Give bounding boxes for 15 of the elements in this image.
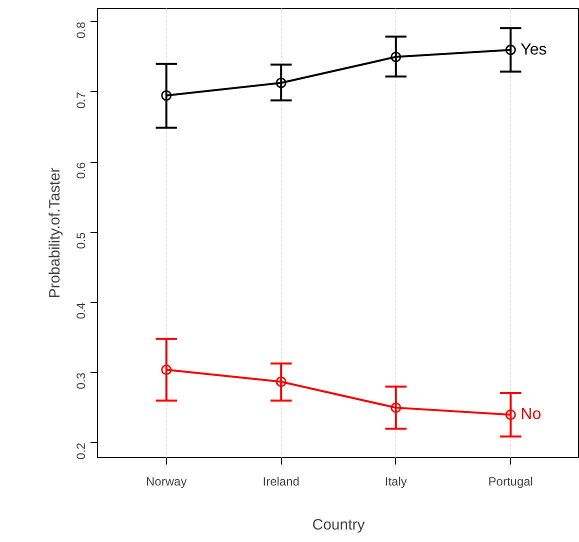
series-label: No [520, 406, 542, 424]
y-tick-label: 0.2 [74, 442, 88, 460]
y-tick-label: 0.6 [74, 162, 88, 179]
x-tick-label: Norway [146, 474, 187, 488]
x-tick-label: Italy [384, 474, 407, 488]
y-axis-title: Probability.of.Taster [46, 168, 64, 298]
y-tick-label: 0.3 [74, 372, 88, 390]
x-axis-title: Country [312, 516, 366, 534]
x-tick-label: Portugal [488, 474, 533, 488]
series-label: Yes [520, 41, 547, 58]
y-tick-label: 0.5 [74, 232, 88, 249]
y-tick-label: 0.4 [74, 302, 88, 320]
x-tick-label: Ireland [262, 474, 300, 488]
y-tick-label: 0.7 [74, 92, 88, 109]
y-tick-label: 0.8 [74, 22, 88, 39]
